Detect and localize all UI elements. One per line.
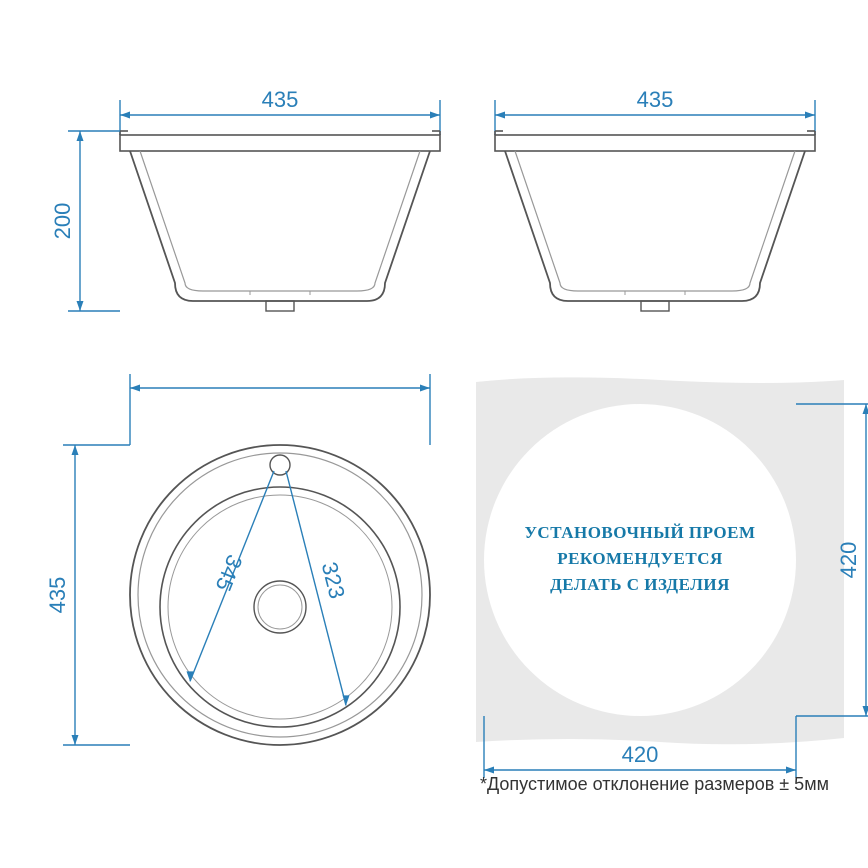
cutout-note-line: ДЕЛАТЬ С ИЗДЕЛИЯ xyxy=(550,575,730,594)
dim-label: 200 xyxy=(50,203,75,240)
sink-body xyxy=(130,151,430,301)
dim-label: 323 xyxy=(317,559,350,601)
sink-rim xyxy=(120,135,440,151)
dim-label: 435 xyxy=(45,577,70,614)
cutout-note-line: РЕКОМЕНДУЕТСЯ xyxy=(557,549,723,568)
sink-rim xyxy=(495,135,815,151)
sink-outer xyxy=(130,445,430,745)
footnote: *Допустимое отклонение размеров ± 5мм xyxy=(480,774,829,794)
cutout-note-line: УСТАНОВОЧНЫЙ ПРОЕМ xyxy=(524,523,755,542)
dim-label: 345 xyxy=(211,551,248,594)
sink-bowl xyxy=(160,487,400,727)
dim-label: 420 xyxy=(622,742,659,767)
dim-label: 420 xyxy=(836,542,861,579)
drain xyxy=(254,581,306,633)
dim-label: 435 xyxy=(262,87,299,112)
dim-label: 435 xyxy=(637,87,674,112)
sink-body xyxy=(505,151,805,301)
